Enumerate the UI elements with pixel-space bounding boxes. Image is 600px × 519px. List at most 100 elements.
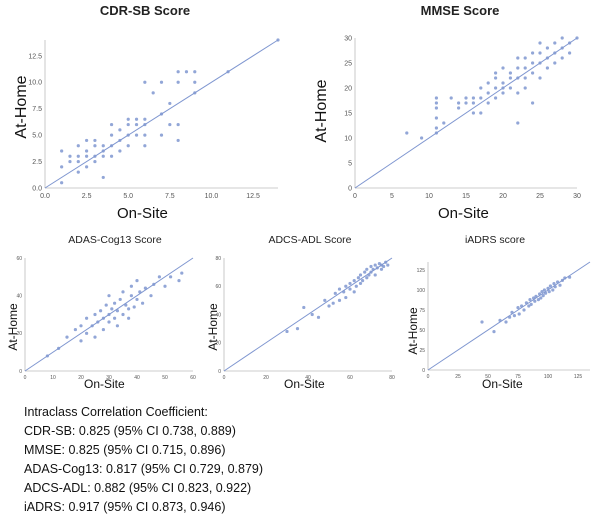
data-point: [575, 36, 579, 40]
data-point: [523, 66, 527, 70]
data-point: [127, 316, 131, 320]
data-point: [104, 303, 108, 307]
data-point: [501, 91, 505, 95]
x-axis-label: On-Site: [482, 377, 523, 391]
y-tick-label: 10: [344, 135, 352, 142]
data-point: [96, 320, 100, 324]
data-point: [60, 165, 64, 169]
data-point: [471, 96, 475, 100]
data-point: [101, 144, 105, 148]
data-point: [369, 270, 373, 274]
data-point: [90, 324, 94, 328]
data-point: [516, 91, 520, 95]
x-tick-label: 10: [425, 193, 433, 200]
y-tick-label: 80: [215, 256, 221, 262]
data-point: [76, 170, 80, 174]
data-point: [516, 66, 520, 70]
x-tick-label: 7.5: [165, 193, 175, 200]
data-point: [276, 38, 280, 42]
chart-title: CDR-SB Score: [99, 3, 191, 18]
identity-line: [354, 37, 578, 189]
data-point: [508, 71, 512, 75]
data-point: [337, 287, 342, 291]
data-point: [68, 154, 72, 158]
data-point: [163, 284, 167, 288]
y-tick-label: 20: [215, 341, 221, 347]
x-tick-label: 60: [347, 375, 353, 381]
data-point: [379, 267, 384, 271]
y-tick-label: 40: [215, 312, 221, 318]
data-point: [109, 122, 114, 127]
data-point: [129, 294, 133, 298]
icc-heading: Intraclass Correlation Coefficient:: [24, 405, 208, 419]
icc-row-cdr-sb: CDR-SB: 0.825 (95% CI 0.738, 0.889): [24, 424, 236, 438]
x-tick-label: 60: [190, 375, 196, 381]
x-tick-label: 20: [263, 375, 269, 381]
data-point: [169, 275, 173, 279]
data-point: [386, 263, 390, 267]
data-point: [504, 320, 508, 324]
data-point: [323, 298, 327, 302]
data-point: [367, 273, 371, 277]
data-point: [548, 284, 552, 288]
data-point: [384, 260, 388, 264]
data-point: [517, 312, 521, 316]
data-point: [118, 128, 122, 132]
data-point: [563, 276, 567, 280]
data-point: [508, 315, 512, 319]
x-tick-label: 75: [515, 374, 521, 380]
y-tick-label: 75: [419, 308, 425, 314]
data-point: [93, 144, 97, 148]
data-point: [510, 310, 514, 314]
data-point: [546, 286, 550, 290]
data-point: [551, 288, 555, 292]
data-point: [302, 305, 306, 310]
data-point: [126, 117, 130, 121]
data-point: [193, 91, 197, 95]
data-point: [331, 301, 335, 305]
data-point: [520, 304, 524, 308]
data-point: [79, 339, 83, 343]
data-point: [68, 159, 72, 164]
data-point: [93, 138, 97, 143]
data-point: [494, 71, 498, 75]
data-point: [556, 280, 560, 284]
y-tick-label: 0: [19, 369, 22, 375]
data-point: [512, 314, 516, 318]
icc-row-adcs-adl: ADCS-ADL: 0.882 (95% CI 0.823, 0.922): [24, 481, 252, 495]
data-point: [134, 122, 139, 127]
scatter-plot: 0 5 10 15 20 25 30 0 5 10 15 20 25 30: [344, 35, 581, 200]
data-point: [494, 86, 498, 90]
data-point: [226, 70, 230, 74]
scatter-plot: 0.0 2.5 5.0 7.5 10.0 12.5 0.0 2.5 5.0 7.5 10.0 12.5: [28, 38, 280, 200]
data-point: [126, 133, 130, 137]
data-point: [486, 91, 490, 95]
data-point: [553, 285, 557, 289]
data-point: [568, 41, 572, 45]
data-point: [516, 56, 520, 60]
data-point: [552, 282, 556, 286]
data-point: [479, 96, 483, 100]
data-point: [553, 51, 557, 55]
x-tick-label: 50: [485, 374, 491, 380]
chart-iadrs: iADRS score At-Home On-Site 0 25 50 75 100 12…: [400, 232, 600, 397]
data-point: [560, 36, 564, 40]
data-point: [524, 301, 528, 305]
data-point: [327, 304, 331, 308]
data-point: [109, 144, 114, 148]
data-point: [539, 296, 543, 300]
data-point: [101, 316, 105, 320]
data-point: [464, 96, 468, 100]
chart-cdr-sb: CDR-SB Score At-Home On-Site 0.0 2.5 5.0 7.…: [0, 0, 290, 228]
data-point: [420, 136, 424, 140]
x-tick-label: 20: [499, 193, 507, 200]
data-point: [369, 264, 373, 269]
icc-row-iadrs: iADRS: 0.917 (95% CI 0.873, 0.946): [24, 500, 226, 514]
data-point: [93, 159, 97, 164]
data-point: [316, 315, 321, 319]
x-tick-label: 25: [536, 193, 544, 200]
data-point: [285, 329, 289, 334]
data-point: [457, 101, 461, 105]
data-point: [85, 149, 89, 153]
data-point: [434, 116, 438, 120]
